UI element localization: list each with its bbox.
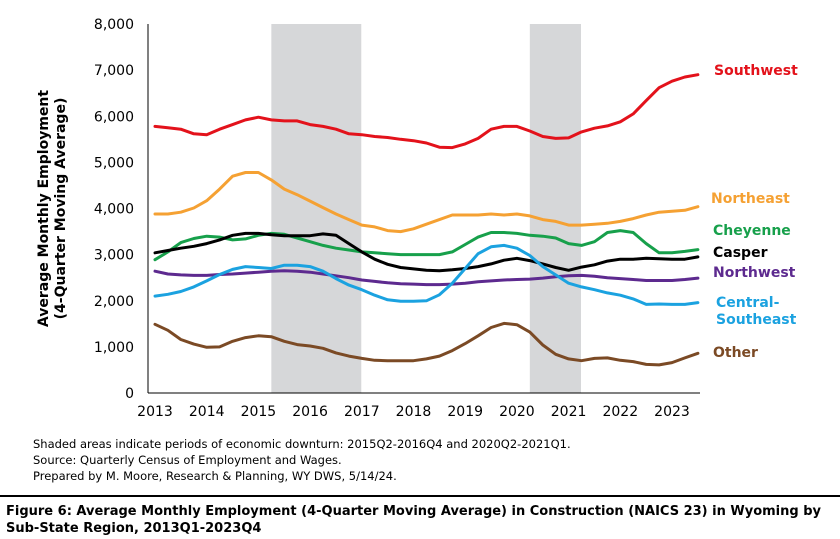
series-label-text: Other [713,345,758,361]
series-label-cheyenne: Cheyenne [713,223,791,239]
series-label-text: Northwest [713,265,796,281]
x-tick-label: 2021 [551,404,587,420]
caption-divider [0,495,840,497]
series-lines [153,73,700,367]
series-line-cheyenne [153,229,700,262]
y-tick-label: 8,000 [94,17,134,33]
series-line-casper [153,231,700,273]
note-shading: Shaded areas indicate periods of economi… [33,437,571,451]
series-label-casper: Casper [713,245,768,261]
shaded-period-1 [271,24,362,393]
series-labels: Southwest Northeast Cheyenne Casper Northwes… [711,63,798,361]
note-source: Source: Quarterly Census of Employment a… [33,453,342,467]
x-tick-label: 2022 [602,404,638,420]
y-axis-label-line: Average Monthly Employment [36,90,52,327]
x-tick-label: 2019 [447,404,483,420]
series-label-northeast: Northeast [711,191,790,207]
figure-caption: Figure 6: Average Monthly Employment (4-… [6,504,821,536]
y-tick-label: 2,000 [94,294,134,310]
shaded-period-2 [529,24,582,393]
y-tick-label: 5,000 [94,155,134,171]
series-label-text: Northeast [711,191,790,207]
x-tick-label: 2014 [189,404,225,420]
x-tick-label: 2023 [654,404,690,420]
series-label-text: Southeast [716,312,797,328]
line-chart: 0 1,000 2,000 3,000 4,000 5,000 6,000 7,000 8,00… [36,17,798,420]
x-tick-label: 2013 [137,404,173,420]
chart-notes: Shaded areas indicate periods of economi… [33,436,571,484]
y-tick-labels: 0 1,000 2,000 3,000 4,000 5,000 6,000 7,000 8,00… [94,17,134,402]
series-label-text: Cheyenne [713,223,791,239]
y-tick-label: 6,000 [94,109,134,125]
series-label-other: Other [713,345,758,361]
x-tick-label: 2016 [292,404,328,420]
y-tick-label: 4,000 [94,202,134,218]
series-line-other [153,321,700,367]
series-line-northwest [153,269,700,287]
note-prepared-by: Prepared by M. Moore, Research & Plannin… [33,469,397,483]
series-label-text: Casper [713,245,768,261]
series-line-central-southeast [153,243,700,306]
y-tick-label: 3,000 [94,248,134,264]
y-tick-label: 7,000 [94,63,134,79]
y-tick-label: 0 [125,386,134,402]
y-tick-label: 1,000 [94,340,134,356]
x-tick-label: 2015 [241,404,277,420]
series-label-southwest: Southwest [714,63,798,79]
x-tick-label: 2017 [344,404,380,420]
y-axis-label: Average Monthly Employment (4-Quarter Mov… [36,90,69,327]
series-label-text: Southwest [714,63,798,79]
x-tick-label: 2018 [396,404,432,420]
y-axis-label-line: (4-Quarter Moving Average) [53,98,69,320]
downturn-shading [271,24,582,393]
x-tick-label: 2020 [499,404,535,420]
chart-axes [147,24,700,394]
series-line-southwest [153,73,700,150]
x-tick-labels: 2013 2014 2015 2016 2017 2018 2019 2020 2021 2022… [137,404,690,420]
series-label-text: Central- [716,295,780,311]
series-label-central-southeast: Central-Southeast [716,295,797,328]
series-line-northeast [153,171,700,234]
series-label-northwest: Northwest [713,265,796,281]
